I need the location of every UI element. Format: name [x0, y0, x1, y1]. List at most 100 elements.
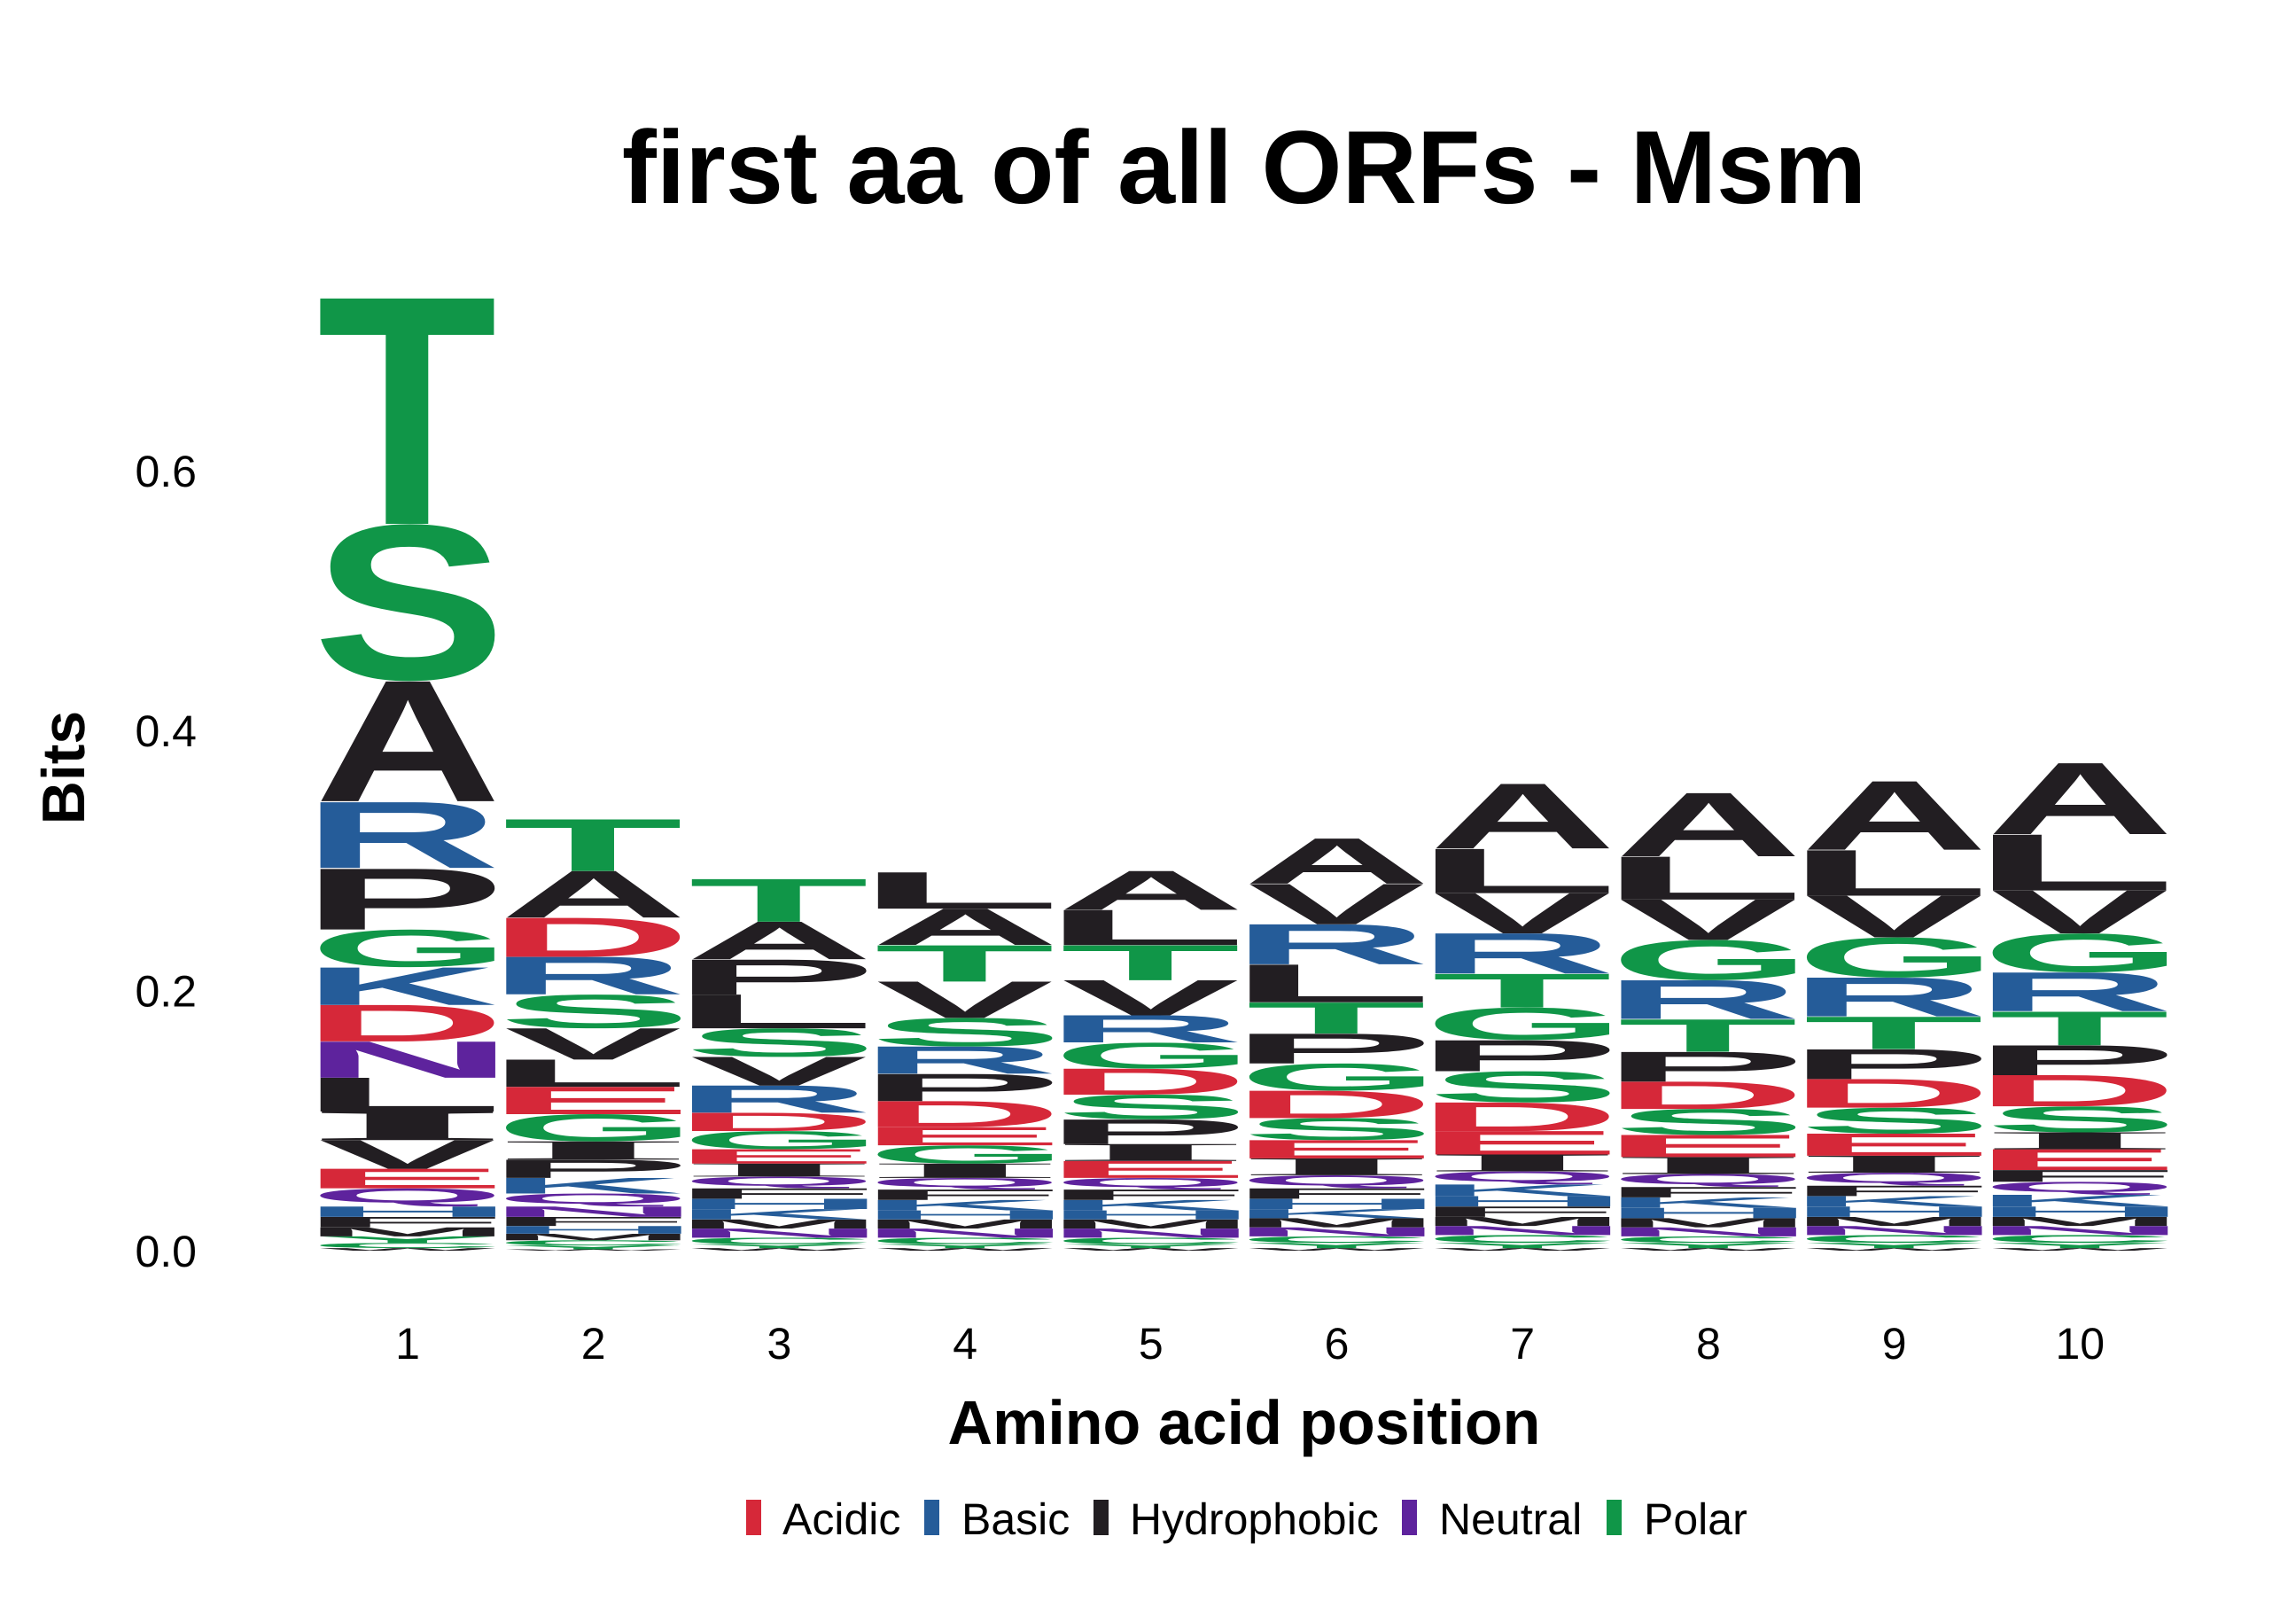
- logo-letter-H: H: [858, 1207, 1072, 1221]
- logo-letter-M: M: [861, 1217, 1069, 1231]
- logo-letter-F: F: [1970, 1166, 2180, 1185]
- logo-letter-Q: Q: [1239, 1173, 1434, 1189]
- logo-letter-S: S: [1985, 1099, 2178, 1140]
- logo-letter-A: A: [872, 898, 1058, 956]
- logo-letter-F: F: [483, 1214, 693, 1228]
- legend-label-acidic: Acidic: [782, 1494, 900, 1544]
- logo-letter-D: D: [859, 1093, 1063, 1135]
- logo-letter-N: N: [1973, 1223, 2187, 1237]
- logo-letter-S: S: [499, 985, 692, 1038]
- logo-letter-Q: Q: [1611, 1171, 1806, 1187]
- logo-letter-V: V: [1619, 887, 1796, 952]
- logo-letter-Q: Q: [495, 1190, 690, 1206]
- logo-letter-W: W: [1992, 1247, 2168, 1252]
- logo-letter-R: R: [860, 1038, 1057, 1081]
- logo-letter-T: T: [1432, 963, 1612, 1018]
- logo-letter-I: I: [1791, 1150, 1998, 1178]
- logo-letter-I: I: [675, 1159, 883, 1182]
- logo-letter-G: G: [1982, 923, 2183, 984]
- logo-letter-K: K: [1417, 1181, 1612, 1199]
- logo-letter-N: N: [673, 1226, 887, 1240]
- logo-letter-V: V: [504, 1018, 681, 1069]
- logo-letter-E: E: [857, 1121, 1064, 1150]
- logo-letter-P: P: [486, 1154, 691, 1183]
- x-tick-label: 5: [1139, 1319, 1164, 1369]
- logo-letter-P: P: [1786, 1041, 1992, 1088]
- legend-label-basic: Basic: [961, 1494, 1070, 1544]
- logo-letter-P: P: [1229, 1025, 1435, 1072]
- logo-letter-I: I: [1047, 1138, 1255, 1166]
- legend-item-basic: Basic: [924, 1494, 1070, 1544]
- logo-letter-W: W: [320, 1247, 495, 1252]
- logo-letter-V: V: [1434, 881, 1611, 946]
- logo-letter-D: D: [1974, 1065, 2179, 1116]
- logo-letter-S: S: [684, 1020, 877, 1065]
- logo-letter-A: A: [1987, 741, 2173, 855]
- logo-letter-H: H: [486, 1224, 701, 1236]
- logo-letter-E: E: [1600, 1128, 1808, 1164]
- logo-letter-C: C: [1053, 1236, 1246, 1246]
- logo-letter-Q: Q: [310, 1184, 505, 1206]
- logo-letter-K: K: [488, 1174, 683, 1198]
- logo-letter-K: K: [1603, 1194, 1798, 1211]
- logo-letter-T: T: [1803, 1007, 1983, 1059]
- logo-letter-C: C: [1796, 1233, 1989, 1245]
- logo-letter-W: W: [877, 1247, 1053, 1252]
- logo-letter-A: A: [1802, 760, 1988, 871]
- logo-letter-F: F: [855, 1187, 1065, 1204]
- legend-item-neutral: Neutral: [1402, 1494, 1582, 1544]
- logo-letter-Q: Q: [681, 1174, 876, 1189]
- logo-letter-D: D: [1231, 1082, 1436, 1127]
- logo-letter-S: S: [1428, 1063, 1621, 1112]
- logo-letter-G: G: [1610, 929, 1811, 992]
- logo-letter-E: E: [1973, 1143, 2180, 1176]
- logo-letter-K: K: [1975, 1191, 2170, 1210]
- logo-letter-I: I: [1976, 1127, 2183, 1155]
- logo-letter-M: M: [1976, 1214, 2183, 1228]
- logo-letter-G: G: [1239, 1056, 1440, 1098]
- logo-letter-W: W: [1807, 1247, 1982, 1252]
- logo-letter-A: A: [687, 910, 873, 971]
- logo-letter-A: A: [1615, 774, 1802, 876]
- logo-letter-A: A: [1429, 764, 1615, 869]
- x-tick-label: 2: [581, 1319, 606, 1369]
- logo-letter-F: F: [1413, 1204, 1623, 1221]
- logo-letter-C: C: [1610, 1235, 1803, 1245]
- logo-letter-N: N: [486, 1204, 701, 1221]
- logo-letter-T: T: [502, 804, 682, 887]
- x-axis-tick-labels: 1 2 3 4 5 6 7 8 9 10: [395, 1319, 2105, 1369]
- y-tick-label: 0.6: [135, 447, 197, 496]
- logo-letter-P: P: [672, 949, 877, 1006]
- logo-letter-L: L: [670, 984, 876, 1039]
- logo-letter-Y: Y: [1802, 1241, 1985, 1249]
- logo-letter-T: T: [875, 934, 1055, 993]
- legend-key-neutral: [1402, 1500, 1417, 1535]
- logo-letter-L: L: [1227, 953, 1434, 1014]
- chart-title: first aa of all ORFs - Msm: [622, 109, 1866, 225]
- logo-letter-P: P: [858, 1065, 1063, 1109]
- legend-key-basic: [924, 1500, 939, 1535]
- logo-letter-R: R: [1046, 1007, 1243, 1050]
- logo-letter-M: M: [489, 1232, 697, 1243]
- logo-letter-H: H: [1601, 1205, 1816, 1221]
- legend-item-polar: Polar: [1607, 1494, 1747, 1544]
- legend-key-acidic: [746, 1500, 761, 1535]
- logo-letter-C: C: [1424, 1233, 1617, 1245]
- logo-letter-W: W: [1063, 1247, 1239, 1252]
- logo-letter-F: F: [1784, 1182, 1994, 1199]
- logo-letter-Y: Y: [315, 1235, 498, 1245]
- logo-letter-D: D: [301, 994, 506, 1052]
- logo-letter-Y: Y: [1245, 1241, 1428, 1249]
- logo-letter-N: N: [300, 1031, 515, 1089]
- legend-item-hydrophobic: Hydrophobic: [1094, 1494, 1379, 1544]
- logo-letter-Y: Y: [688, 1243, 870, 1249]
- logo-letter-G: G: [495, 1106, 697, 1149]
- logo-letter-E: E: [672, 1145, 879, 1168]
- logo-letter-Q: Q: [1982, 1179, 2177, 1195]
- logo-letter-E: E: [1229, 1135, 1436, 1164]
